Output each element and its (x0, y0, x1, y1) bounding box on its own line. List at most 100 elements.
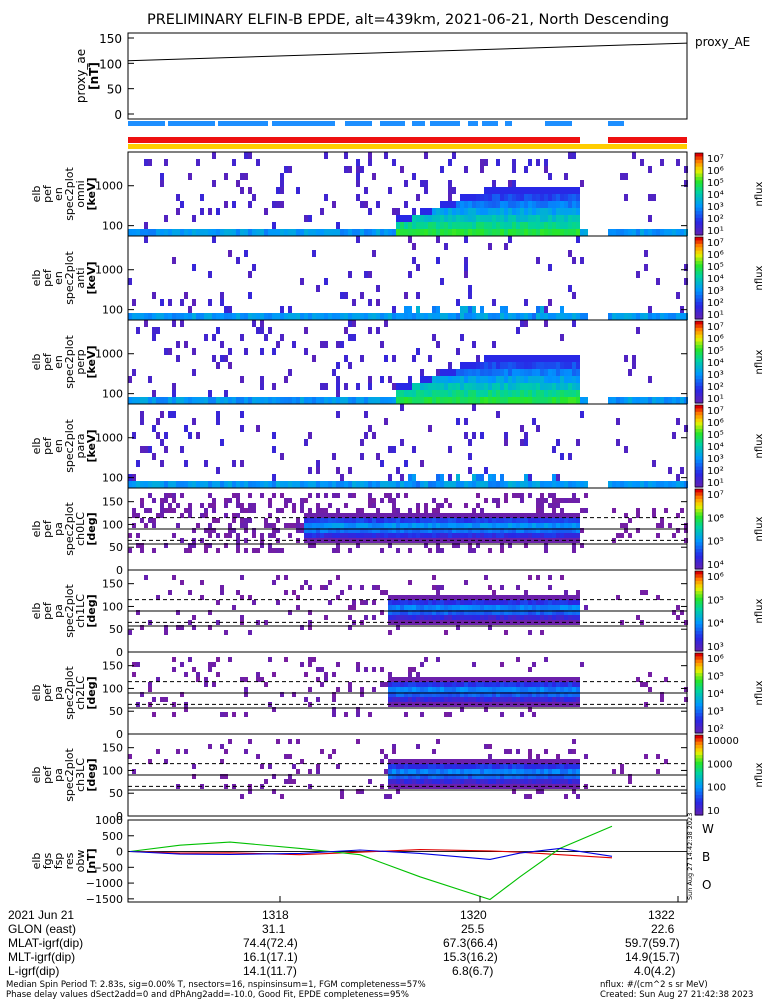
spectrogram-panel-5: 150100500elbpefpaspec2plotch0LC[deg]10⁷1… (30, 487, 765, 577)
spectrogram-cell (560, 610, 564, 615)
spectrogram-cell (668, 397, 672, 404)
spectrogram-cell (656, 229, 660, 236)
spectrogram-cell (396, 697, 400, 702)
spectrogram-cell (172, 657, 176, 662)
spectrogram-cell (564, 187, 568, 194)
spectrogram-cell (652, 481, 656, 488)
spectrogram-cell (340, 229, 344, 236)
spectrogram-cell (216, 657, 220, 662)
spectrogram-cell (664, 229, 668, 236)
spectrogram-cell (456, 518, 460, 523)
spectrogram-cell (344, 397, 348, 404)
spectrogram-cell (364, 229, 368, 236)
spectrogram-cell (532, 692, 536, 697)
spectrogram-cell (280, 481, 284, 488)
spectrogram-cell (160, 229, 164, 236)
colorbar-cell (695, 271, 703, 276)
spectrogram-cell (396, 625, 400, 630)
spectrogram-cell (464, 610, 468, 615)
spectrogram-cell (576, 769, 580, 774)
spectrogram-cell (448, 595, 452, 600)
spectrogram-cell (488, 355, 492, 362)
spectrogram-cell (316, 667, 320, 672)
colorbar-cell (695, 321, 703, 326)
spectrogram-cell (128, 481, 132, 488)
spectrogram-ytick: 1000 (95, 348, 123, 361)
spectrogram-cell (224, 774, 228, 779)
spectrogram-cell (524, 779, 528, 784)
spectrogram-cell (468, 692, 472, 697)
spectrogram-cell (368, 712, 372, 717)
spectrogram-cell (420, 460, 424, 467)
spectrogram-cell (476, 229, 480, 236)
spectrogram-cell (460, 397, 464, 404)
spectrogram-cell (356, 538, 360, 543)
spectrogram-cell (484, 376, 488, 383)
spectrogram-cell (536, 498, 540, 503)
spectrogram-cell (516, 769, 520, 774)
spectrogram-cell (408, 215, 412, 222)
colorbar-cell (695, 683, 703, 687)
spectrogram-cell (444, 383, 448, 390)
spectrogram-cell (468, 453, 472, 460)
spectrogram-cell (664, 481, 668, 488)
spectrogram-cell (424, 697, 428, 702)
spectrogram-cell (388, 518, 392, 523)
spectrogram-ytick: 0 (116, 646, 123, 659)
spectrogram-cell (560, 369, 564, 376)
spectrogram-cell (352, 513, 356, 518)
spectrogram-cell (528, 769, 532, 774)
spectrogram-cell (412, 474, 416, 481)
spectrogram-cell (424, 523, 428, 528)
spectrogram-cell (448, 474, 452, 481)
colorbar-label: nflux (754, 516, 765, 541)
spectrogram-cell (468, 697, 472, 702)
spectrogram-cell (416, 383, 420, 390)
spectrogram-cell (252, 264, 256, 271)
spectrogram-cell (280, 493, 284, 498)
spectrogram-cell (436, 600, 440, 605)
spectrogram-cell (380, 749, 384, 754)
spectrogram-cell (392, 697, 396, 702)
spectrogram-cell (292, 523, 296, 528)
spectrogram-cell (420, 615, 424, 620)
spectrogram-cell (552, 523, 556, 528)
colorbar-cell (695, 719, 703, 724)
spectrogram-cell (532, 677, 536, 682)
spectrogram-cell (552, 208, 556, 215)
spectrogram-cell (476, 481, 480, 488)
spectrogram-cell (400, 390, 404, 397)
spectrogram-cell (548, 759, 552, 764)
spectrogram-cell (408, 764, 412, 769)
spectrogram-cell (292, 692, 296, 697)
spectrogram-cell (484, 313, 488, 320)
spectrogram-cell (364, 513, 368, 518)
spectrogram-cell (460, 779, 464, 784)
spectrogram-cell (464, 306, 468, 313)
spectrogram-cell (248, 313, 252, 320)
colorbar-tick: 10⁶ (707, 654, 724, 665)
spectrogram-cell (496, 376, 500, 383)
spectrogram-cell (260, 229, 264, 236)
spectrogram-cell (652, 460, 656, 467)
spectrogram-cell (308, 523, 312, 528)
spectrogram-cell (528, 764, 532, 769)
spectrogram-cell (188, 306, 192, 313)
spectrogram-cell (212, 334, 216, 341)
spectrogram-cell (552, 383, 556, 390)
spectrogram-cell (248, 397, 252, 404)
spectrogram-cell (504, 493, 508, 498)
spectrogram-cell (404, 493, 408, 498)
spectrogram-cell (452, 692, 456, 697)
spectrogram-cell (492, 369, 496, 376)
colorbar-cell (695, 469, 703, 474)
spectrogram-cell (564, 769, 568, 774)
spectrogram-cell (360, 201, 364, 208)
spectrogram-cell (452, 229, 456, 236)
spectrogram-cell (336, 548, 340, 553)
spectrogram-cell (560, 334, 564, 341)
spectrogram-cell (356, 229, 360, 236)
spectrogram-cell (452, 687, 456, 692)
colorbar-cell (695, 738, 703, 743)
spectrogram-cell (564, 615, 568, 620)
